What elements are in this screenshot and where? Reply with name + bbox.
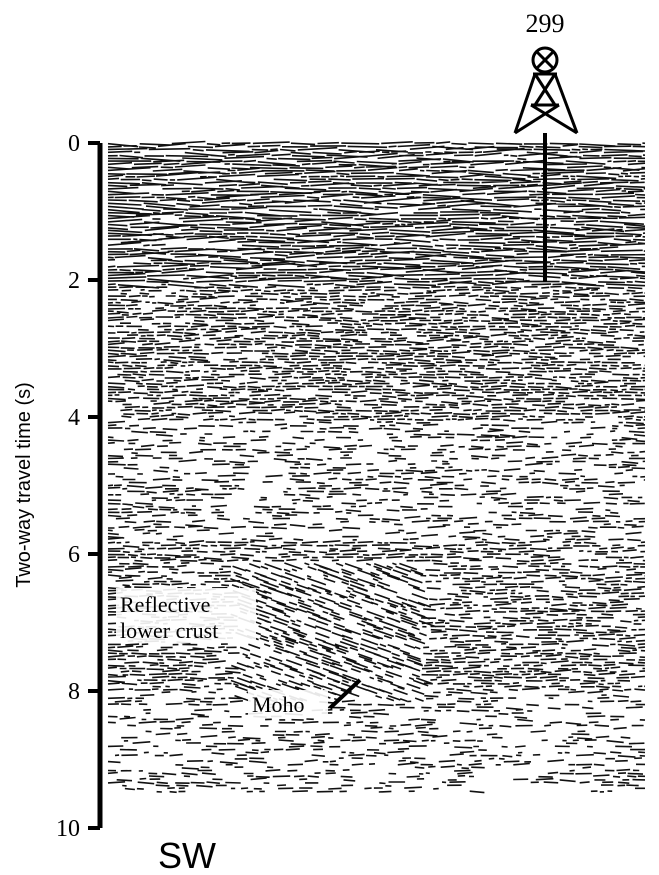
annotation: Reflective [120, 592, 210, 617]
tick-label: 6 [68, 542, 80, 568]
seismic-section [107, 140, 646, 794]
label-bg [116, 588, 256, 643]
ticks: 0 2 4 6 8 10 [56, 131, 100, 842]
derrick [513, 46, 579, 135]
label-bg [248, 690, 328, 718]
annotation: Moho [252, 692, 305, 717]
direction-label: SW [158, 835, 216, 875]
annotation: lower crust [120, 618, 218, 643]
tick-label: 2 [68, 268, 80, 294]
tick-label: 4 [68, 405, 80, 431]
tick-label: 10 [56, 816, 80, 842]
tick-label: 8 [68, 679, 80, 705]
tick-label: 0 [68, 131, 80, 157]
axis-label: Two-way travel time (s) [13, 382, 35, 588]
well-label: 299 [526, 9, 565, 38]
leader-line [328, 678, 362, 710]
seismic-traces [107, 140, 646, 794]
